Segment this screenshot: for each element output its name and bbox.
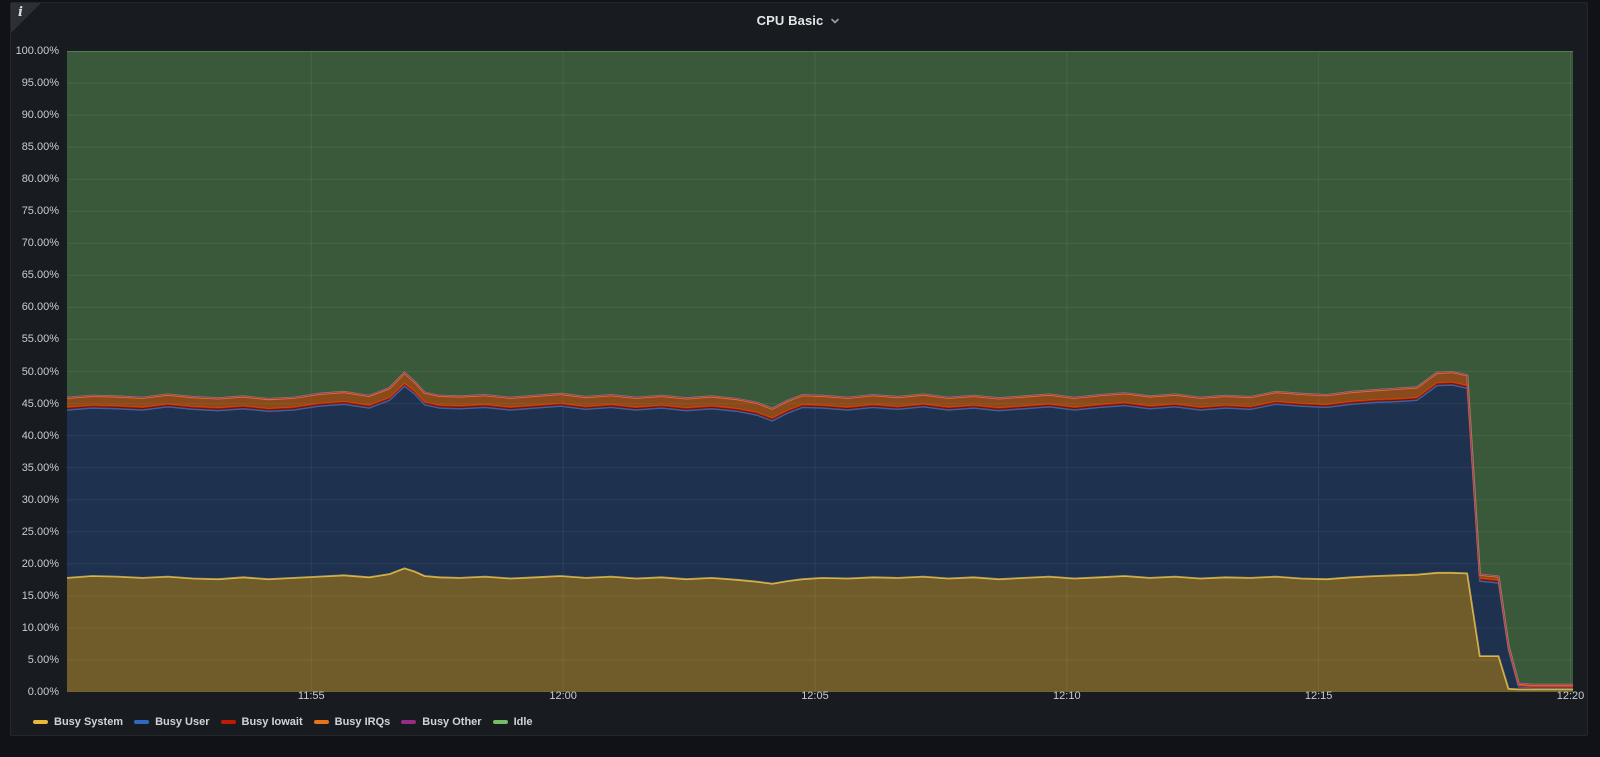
legend: Busy System Busy User Busy Iowait Busy IRQs… xyxy=(11,713,1587,731)
x-axis: 11:55 12:00 12:05 12:10 12:15 12:20 xyxy=(67,690,1584,705)
y-tick-label: 55.00% xyxy=(21,333,59,346)
y-tick-label: 40.00% xyxy=(21,429,59,442)
y-tick-label: 45.00% xyxy=(21,397,59,410)
x-tick-label: 12:10 xyxy=(1053,690,1081,702)
panel-header[interactable]: CPU Basic xyxy=(11,3,1587,37)
y-tick-label: 90.00% xyxy=(21,109,59,122)
area-busy-system xyxy=(67,568,1573,692)
series-color-swatch xyxy=(492,720,508,724)
legend-label: Busy Iowait xyxy=(241,716,303,728)
y-tick-label: 75.00% xyxy=(21,205,59,218)
area-idle xyxy=(67,51,1573,685)
panel-info-corner[interactable]: i xyxy=(11,3,41,33)
y-axis: 100.00% 95.00% 90.00% 85.00% 80.00% 75.00% 70.… xyxy=(11,45,59,698)
legend-label: Busy User xyxy=(155,716,210,728)
y-tick-label: 10.00% xyxy=(21,621,59,634)
legend-item-busy-other[interactable]: Busy Other xyxy=(401,716,482,728)
y-tick-label: 15.00% xyxy=(21,589,59,602)
chart-plot-area[interactable] xyxy=(67,51,1573,692)
y-tick-label: 30.00% xyxy=(21,493,59,506)
y-tick-label: 35.00% xyxy=(21,461,59,474)
y-tick-label: 50.00% xyxy=(21,365,59,378)
series-color-swatch xyxy=(313,720,329,724)
legend-item-idle[interactable]: Idle xyxy=(492,716,533,728)
y-tick-label: 80.00% xyxy=(21,173,59,186)
series-color-swatch xyxy=(33,720,48,724)
line-busy-user xyxy=(67,384,1573,689)
line-busy-other xyxy=(67,371,1573,686)
y-tick-label: 65.00% xyxy=(21,269,59,282)
y-tick-label: 20.00% xyxy=(21,557,59,570)
x-tick-label: 12:05 xyxy=(801,690,829,702)
legend-item-busy-system[interactable]: Busy System xyxy=(33,716,123,728)
legend-label: Busy Other xyxy=(422,716,482,728)
legend-label: Idle xyxy=(513,716,533,728)
legend-item-busy-user[interactable]: Busy User xyxy=(134,716,210,728)
cpu-basic-panel: i CPU Basic 100.00% 95.00% 90.00% 85.00% 80.… xyxy=(10,2,1588,736)
x-tick-label: 11:55 xyxy=(297,690,325,702)
series-color-swatch xyxy=(134,720,150,724)
x-tick-label: 12:20 xyxy=(1556,690,1585,702)
x-tick-label: 12:15 xyxy=(1304,690,1333,702)
series-color-swatch xyxy=(220,720,236,724)
series-color-swatch xyxy=(401,720,417,724)
y-tick-label: 60.00% xyxy=(21,301,59,314)
y-tick-label: 0.00% xyxy=(27,686,59,698)
y-tick-label: 70.00% xyxy=(21,237,59,250)
panel-title: CPU Basic xyxy=(756,12,824,28)
y-tick-label: 5.00% xyxy=(27,653,59,666)
line-busy-system xyxy=(67,567,1573,691)
info-icon: i xyxy=(18,5,23,20)
legend-label: Busy System xyxy=(54,716,124,728)
y-tick-label: 95.00% xyxy=(21,77,59,90)
legend-label: Busy IRQs xyxy=(334,716,391,728)
legend-item-busy-irqs[interactable]: Busy IRQs xyxy=(313,716,391,728)
y-tick-label: 25.00% xyxy=(21,525,59,538)
y-tick-label: 85.00% xyxy=(21,141,59,154)
chevron-down-icon xyxy=(829,15,841,27)
area-busy-irqs xyxy=(67,372,1573,687)
x-tick-label: 12:00 xyxy=(549,690,577,702)
area-busy-user xyxy=(67,385,1573,690)
legend-item-busy-iowait[interactable]: Busy Iowait xyxy=(220,716,303,728)
y-tick-label: 100.00% xyxy=(15,45,59,57)
